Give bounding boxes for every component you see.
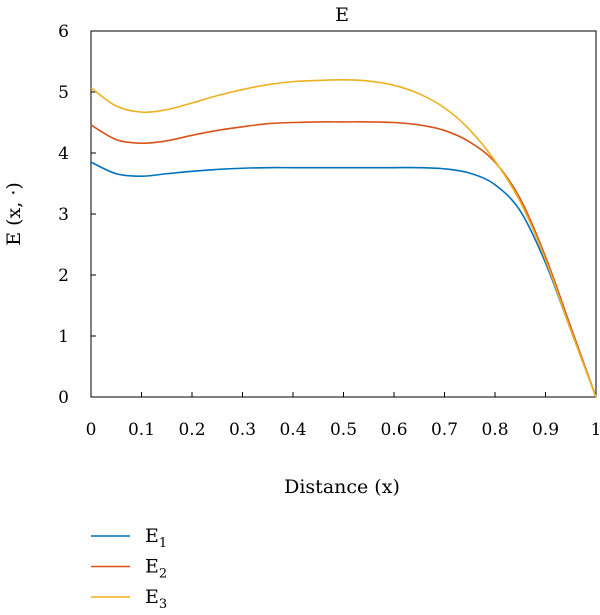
y-tick-label: 4 xyxy=(58,144,69,164)
x-tick-label: 0.6 xyxy=(380,420,407,440)
legend-label-base: E xyxy=(145,586,159,608)
legend-label-subscript: 2 xyxy=(159,567,167,582)
x-tick-label: 0.1 xyxy=(128,420,155,440)
x-tick-label: 0.3 xyxy=(229,420,256,440)
y-tick-label: 2 xyxy=(58,266,69,286)
y-tick-label: 3 xyxy=(58,205,69,225)
chart-title: E xyxy=(335,4,349,26)
x-tick-label: 0.2 xyxy=(178,420,205,440)
y-tick-label: 6 xyxy=(58,22,69,42)
legend-label: E2 xyxy=(145,556,167,582)
x-axis: 0 0.1 0.2 0.3 0.4 0.5 0.6 0.7 0.8 0.9 1 xyxy=(86,392,600,440)
legend-label-base: E xyxy=(145,525,159,547)
series-line-e3 xyxy=(90,78,597,398)
plot-area xyxy=(90,30,597,398)
legend-label-base: E xyxy=(145,556,159,578)
y-axis: 0 1 2 3 4 5 6 xyxy=(58,22,96,408)
y-tick-label: 1 xyxy=(58,327,69,347)
series-line-e2 xyxy=(90,121,597,398)
legend-item-e2: E2 xyxy=(91,556,167,582)
x-tick-label: 0.8 xyxy=(481,420,508,440)
y-tick-label: 5 xyxy=(58,83,69,103)
y-axis-title: E (x, ·) xyxy=(3,182,25,246)
x-axis-title: Distance (x) xyxy=(284,476,400,498)
plot-frame xyxy=(90,30,597,398)
x-tick-label: 0.7 xyxy=(431,420,458,440)
x-tick-label: 0.9 xyxy=(532,420,559,440)
x-tick-label: 0.5 xyxy=(330,420,357,440)
legend-label: E3 xyxy=(145,586,167,612)
x-tick-label: 0.4 xyxy=(279,420,306,440)
x-tick-label: 1 xyxy=(591,420,600,440)
series-line-e1 xyxy=(90,161,597,398)
legend-label-subscript: 1 xyxy=(159,536,167,551)
legend-label: E1 xyxy=(145,525,167,551)
legend-label-subscript: 3 xyxy=(159,597,167,612)
legend-item-e3: E3 xyxy=(91,586,167,612)
legend-item-e1: E1 xyxy=(91,525,167,551)
y-tick-label: 0 xyxy=(58,388,69,408)
series-lines xyxy=(90,78,597,398)
x-tick-label: 0 xyxy=(86,420,97,440)
